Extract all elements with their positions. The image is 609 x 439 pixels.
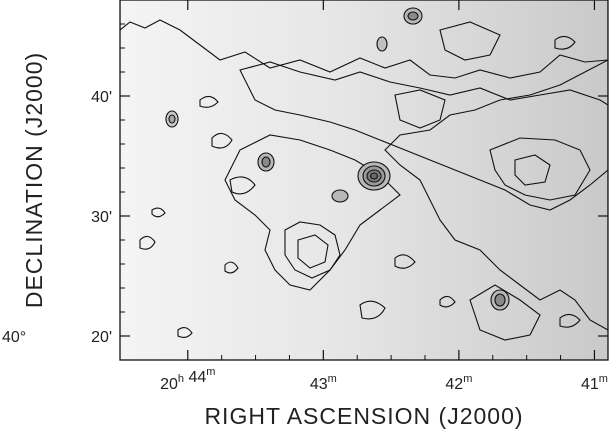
source-ring <box>261 156 271 168</box>
y-tick-label: 30' <box>91 209 112 226</box>
plot-frame <box>119 0 609 361</box>
contour-small <box>139 235 156 250</box>
contour-region-top <box>120 0 608 79</box>
contour-peak-east <box>514 154 551 186</box>
contour-small <box>229 176 256 195</box>
x-tick-value: 44 <box>188 369 206 386</box>
contour-band-lower <box>284 221 341 279</box>
contour-small <box>554 35 576 50</box>
contour-level-4 <box>514 154 551 186</box>
contour-core-north <box>394 89 446 129</box>
contour-level-3 <box>297 89 591 269</box>
contour-small <box>224 261 239 274</box>
source-ring <box>376 36 388 52</box>
small-contours <box>139 35 581 339</box>
contour-region-center <box>224 134 401 291</box>
contour-small <box>394 254 416 269</box>
source-ring <box>494 293 506 307</box>
contour-core-east <box>489 137 591 201</box>
contour-small <box>177 327 193 339</box>
contour-region-right <box>384 59 608 331</box>
contour-small <box>359 300 386 320</box>
x-tick-unit: m <box>599 373 608 385</box>
contour-core-south <box>297 234 329 269</box>
x-tick-label: 43m <box>310 373 337 393</box>
x-axis-title: RIGHT ASCENSION (J2000) <box>204 403 523 429</box>
y-axis: 20' 40° 30' 40' <box>2 0 608 346</box>
contour-level-2 <box>239 21 608 279</box>
x-tick-value: 43 <box>310 376 328 393</box>
contour-small <box>199 95 219 108</box>
x-tick-unit: h <box>178 373 184 385</box>
contour-small <box>211 132 233 149</box>
x-tick-value: 20 <box>160 376 178 393</box>
y-tick-label: 40' <box>91 89 112 106</box>
contour-small <box>559 313 581 328</box>
source-ring <box>369 172 379 180</box>
contour-small <box>439 295 456 308</box>
y-tick-label: 20' <box>91 329 112 346</box>
contour-small <box>151 207 166 218</box>
x-tick-label: 42m <box>445 373 472 393</box>
x-tick-value: 41 <box>581 376 599 393</box>
x-tick-unit: m <box>463 373 472 385</box>
source-ring <box>331 189 349 203</box>
compact-sources <box>165 7 510 311</box>
contour-region-lower-right <box>469 284 541 341</box>
x-tick-unit: m <box>206 366 215 378</box>
contour-band-upper <box>239 61 608 211</box>
x-tick-value: 42 <box>445 376 463 393</box>
y-tick-degree-label: 40° <box>2 329 26 346</box>
x-tick-unit: m <box>328 373 337 385</box>
contour-level-1 <box>120 0 608 341</box>
source-ring <box>407 11 419 21</box>
contour-band-top-left <box>439 21 501 61</box>
x-tick-label: 20h 44m <box>160 366 215 393</box>
x-tick-label: 41m <box>581 373 608 393</box>
y-axis-title: DECLINATION (J2000) <box>21 52 47 308</box>
source-ring <box>168 114 176 124</box>
plot-area <box>120 0 608 360</box>
